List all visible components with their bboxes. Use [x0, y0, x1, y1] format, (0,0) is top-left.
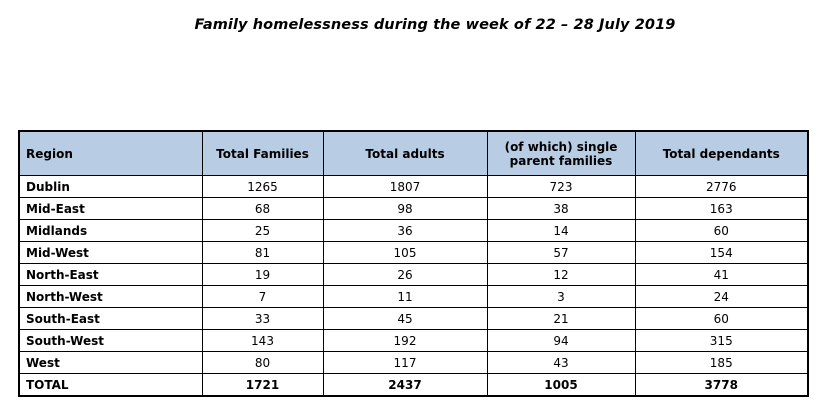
region-cell: North-West: [18, 285, 203, 308]
total-families-cell: 1721: [201, 373, 324, 397]
table-row: Dublin 1265 1807 723 2776: [18, 175, 809, 198]
total-dependants-cell: 315: [634, 329, 809, 352]
column-header-total-families: Total Families: [201, 130, 324, 176]
single-parent-cell: 12: [486, 263, 636, 286]
total-dependants-cell: 2776: [634, 175, 809, 198]
total-dependants-cell: 163: [634, 197, 809, 220]
total-adults-cell: 2437: [322, 373, 488, 397]
region-cell: Mid-East: [18, 197, 203, 220]
column-header-single-parent-families: (of which) single parent families: [486, 130, 636, 176]
total-families-cell: 25: [201, 219, 324, 242]
total-families-cell: 19: [201, 263, 324, 286]
total-dependants-cell: 154: [634, 241, 809, 264]
total-dependants-cell: 3778: [634, 373, 809, 397]
region-cell: North-East: [18, 263, 203, 286]
total-families-cell: 33: [201, 307, 324, 330]
region-cell: Midlands: [18, 219, 203, 242]
single-parent-cell: 94: [486, 329, 636, 352]
table-row: West 80 117 43 185: [18, 351, 809, 374]
column-header-total-adults: Total adults: [322, 130, 488, 176]
total-families-cell: 7: [201, 285, 324, 308]
total-row: TOTAL 1721 2437 1005 3778: [18, 373, 809, 397]
total-label-cell: TOTAL: [18, 373, 203, 397]
document-title: Family homelessness during the week of 2…: [194, 17, 676, 33]
total-adults-cell: 117: [322, 351, 488, 374]
table-row: North-West 7 11 3 24: [18, 285, 809, 308]
homelessness-table: Region Total Families Total adults (of w…: [18, 130, 809, 397]
table-row: North-East 19 26 12 41: [18, 263, 809, 286]
single-parent-cell: 43: [486, 351, 636, 374]
single-parent-cell: 21: [486, 307, 636, 330]
single-parent-cell: 57: [486, 241, 636, 264]
total-families-cell: 80: [201, 351, 324, 374]
total-adults-cell: 11: [322, 285, 488, 308]
table-row: Mid-West 81 105 57 154: [18, 241, 809, 264]
region-cell: Mid-West: [18, 241, 203, 264]
total-dependants-cell: 60: [634, 219, 809, 242]
single-parent-cell: 723: [486, 175, 636, 198]
total-families-cell: 68: [201, 197, 324, 220]
region-cell: Dublin: [18, 175, 203, 198]
table-row: Mid-East 68 98 38 163: [18, 197, 809, 220]
single-parent-cell: 3: [486, 285, 636, 308]
total-families-cell: 1265: [201, 175, 324, 198]
total-adults-cell: 26: [322, 263, 488, 286]
table-row: South-West 143 192 94 315: [18, 329, 809, 352]
region-cell: West: [18, 351, 203, 374]
column-header-total-dependants: Total dependants: [634, 130, 809, 176]
total-adults-cell: 1807: [322, 175, 488, 198]
total-dependants-cell: 24: [634, 285, 809, 308]
single-parent-cell: 14: [486, 219, 636, 242]
column-header-region: Region: [18, 130, 203, 176]
total-dependants-cell: 185: [634, 351, 809, 374]
single-parent-cell: 38: [486, 197, 636, 220]
table-header-row: Region Total Families Total adults (of w…: [18, 130, 809, 176]
total-adults-cell: 192: [322, 329, 488, 352]
region-cell: South-West: [18, 329, 203, 352]
total-families-cell: 143: [201, 329, 324, 352]
single-parent-cell: 1005: [486, 373, 636, 397]
total-adults-cell: 98: [322, 197, 488, 220]
table-row: South-East 33 45 21 60: [18, 307, 809, 330]
total-dependants-cell: 60: [634, 307, 809, 330]
total-dependants-cell: 41: [634, 263, 809, 286]
table-row: Midlands 25 36 14 60: [18, 219, 809, 242]
total-adults-cell: 36: [322, 219, 488, 242]
region-cell: South-East: [18, 307, 203, 330]
total-adults-cell: 105: [322, 241, 488, 264]
total-families-cell: 81: [201, 241, 324, 264]
total-adults-cell: 45: [322, 307, 488, 330]
